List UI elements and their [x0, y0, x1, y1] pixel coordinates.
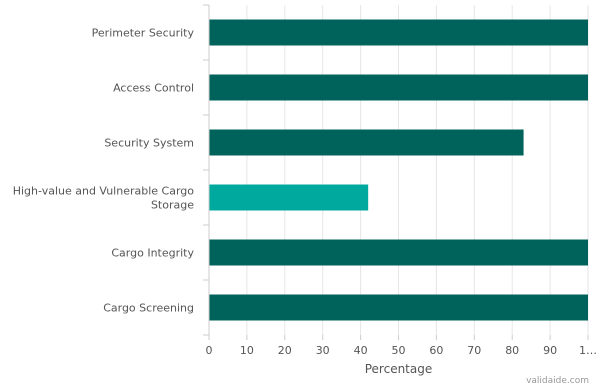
- x-tick-label: 70: [467, 344, 481, 357]
- category-label: High-value and Vulnerable Cargo Storage: [13, 185, 195, 212]
- category-label: Security System: [104, 137, 194, 150]
- category-labels: Perimeter Security Access Control Security…: [13, 27, 195, 315]
- grid-lines: [208, 5, 589, 335]
- x-tick-label: 60: [429, 344, 443, 357]
- x-tick-label: 30: [316, 344, 330, 357]
- x-tick-label: 90: [543, 344, 557, 357]
- bar[interactable]: [209, 294, 588, 321]
- bar[interactable]: [209, 74, 588, 101]
- bar[interactable]: [209, 184, 369, 211]
- axes: [203, 4, 589, 340]
- x-axis-title: Percentage: [365, 362, 433, 376]
- x-tick-label: 80: [505, 344, 519, 357]
- bar[interactable]: [209, 129, 524, 156]
- x-tick-label: 20: [278, 344, 292, 357]
- category-label: Cargo Screening: [103, 302, 194, 315]
- x-tick-label: 0: [206, 344, 213, 357]
- category-label: Perimeter Security: [92, 27, 195, 40]
- x-tick-label: 40: [354, 344, 368, 357]
- bars: [209, 19, 588, 321]
- category-label: Access Control: [113, 82, 194, 95]
- x-tick-label: 1…: [579, 344, 597, 357]
- x-tick-labels: 0 10 20 30 40 50 60 70 80 90 1…: [206, 344, 598, 357]
- watermark: validaide.com: [526, 376, 589, 386]
- bar[interactable]: [209, 239, 588, 266]
- category-label: Cargo Integrity: [111, 247, 194, 260]
- x-tick-label: 10: [240, 344, 254, 357]
- x-tick-label: 50: [392, 344, 406, 357]
- bar[interactable]: [209, 19, 588, 46]
